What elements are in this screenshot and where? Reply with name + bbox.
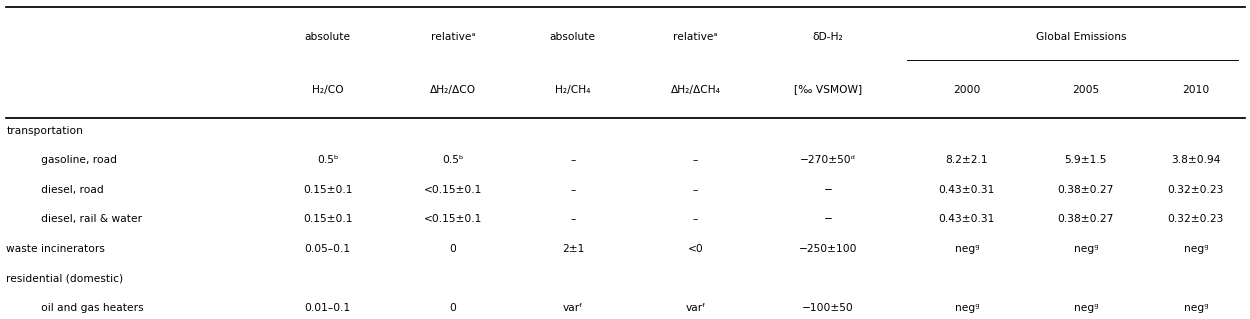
Text: ΔH₂/ΔCH₄: ΔH₂/ΔCH₄ (670, 84, 720, 94)
Text: negᵍ: negᵍ (1182, 243, 1208, 253)
Text: negᵍ: negᵍ (1182, 302, 1208, 312)
Text: varᶠ: varᶠ (562, 302, 582, 312)
Text: negᵍ: negᵍ (954, 243, 979, 253)
Text: 0.01–0.1: 0.01–0.1 (305, 302, 350, 312)
Text: relativeᵃ: relativeᵃ (672, 32, 717, 42)
Text: absolute: absolute (305, 32, 350, 42)
Text: 0.38±0.27: 0.38±0.27 (1056, 214, 1114, 224)
Text: −250±100: −250±100 (799, 243, 856, 253)
Text: 0.32±0.23: 0.32±0.23 (1166, 214, 1224, 224)
Text: 0.38±0.27: 0.38±0.27 (1056, 184, 1114, 195)
Text: [‰ VSMOW]: [‰ VSMOW] (794, 84, 861, 94)
Text: –: – (693, 184, 698, 195)
Text: relativeᵃ: relativeᵃ (430, 32, 475, 42)
Text: diesel, road: diesel, road (31, 184, 104, 195)
Text: H₂/CH₄: H₂/CH₄ (555, 84, 590, 94)
Text: residential (domestic): residential (domestic) (6, 272, 124, 283)
Text: 0.43±0.31: 0.43±0.31 (938, 214, 995, 224)
Text: 3.8±0.94: 3.8±0.94 (1170, 155, 1220, 165)
Text: –: – (570, 214, 575, 224)
Text: <0.15±0.1: <0.15±0.1 (424, 184, 481, 195)
Text: 0.05–0.1: 0.05–0.1 (305, 243, 350, 253)
Text: –: – (693, 214, 698, 224)
Text: –: – (570, 155, 575, 165)
Text: varᶠ: varᶠ (685, 302, 705, 312)
Text: −: − (822, 184, 832, 195)
Text: δD-H₂: δD-H₂ (812, 32, 842, 42)
Text: <0.15±0.1: <0.15±0.1 (424, 214, 481, 224)
Text: −: − (822, 214, 832, 224)
Text: −270±50ᵈ: −270±50ᵈ (800, 155, 855, 165)
Text: transportation: transportation (6, 126, 82, 136)
Text: negᵍ: negᵍ (1072, 302, 1098, 312)
Text: 0.5ᵇ: 0.5ᵇ (441, 155, 464, 165)
Text: 8.2±2.1: 8.2±2.1 (945, 155, 988, 165)
Text: 0: 0 (449, 243, 456, 253)
Text: Global Emissions: Global Emissions (1035, 32, 1126, 42)
Text: 5.9±1.5: 5.9±1.5 (1064, 155, 1106, 165)
Text: –: – (693, 155, 698, 165)
Text: absolute: absolute (550, 32, 595, 42)
Text: negᵍ: negᵍ (954, 302, 979, 312)
Text: oil and gas heaters: oil and gas heaters (31, 302, 144, 312)
Text: 0.32±0.23: 0.32±0.23 (1166, 184, 1224, 195)
Text: 2005: 2005 (1071, 84, 1099, 94)
Text: −100±50: −100±50 (801, 302, 854, 312)
Text: 0: 0 (449, 302, 456, 312)
Text: 2±1: 2±1 (561, 243, 584, 253)
Text: H₂/CO: H₂/CO (311, 84, 344, 94)
Text: negᵍ: negᵍ (1072, 243, 1098, 253)
Text: –: – (570, 184, 575, 195)
Text: waste incinerators: waste incinerators (6, 243, 105, 253)
Text: diesel, rail & water: diesel, rail & water (31, 214, 142, 224)
Text: 0.15±0.1: 0.15±0.1 (302, 214, 352, 224)
Text: 2000: 2000 (952, 84, 980, 94)
Text: ΔH₂/ΔCO: ΔH₂/ΔCO (430, 84, 475, 94)
Text: <0: <0 (688, 243, 702, 253)
Text: 0.43±0.31: 0.43±0.31 (938, 184, 995, 195)
Text: 0.15±0.1: 0.15±0.1 (302, 184, 352, 195)
Text: 0.5ᵇ: 0.5ᵇ (316, 155, 339, 165)
Text: 2010: 2010 (1181, 84, 1209, 94)
Text: gasoline, road: gasoline, road (31, 155, 118, 165)
